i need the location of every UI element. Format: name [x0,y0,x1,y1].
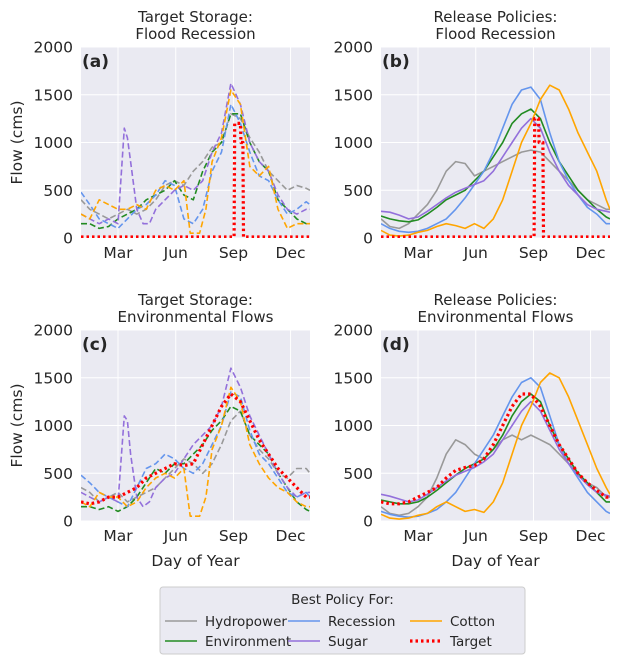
series-group [381,84,610,238]
series-environment-line [381,393,610,505]
series-hydropower-line [81,113,310,220]
series-cotton-line [381,372,610,520]
series-environment-line [381,108,610,223]
x-tick-label: Dec [576,244,606,262]
x-tick-label: Mar [403,527,433,545]
panel-label: (b) [382,52,410,72]
x-tick-label: Jun [463,244,488,262]
panel-title: Release Policies: [434,8,558,26]
series-recession-line [81,391,310,508]
series-recession-line [81,103,310,230]
panel-3: 0 500 1000 1500 2000 Mar Jun Sep Dec Release Poli… [334,291,610,570]
panel-label: (c) [82,335,108,355]
y-tick-label: 1500 [34,86,73,104]
series-group [381,372,610,520]
series-target-line [381,392,610,506]
series-target-line [81,392,310,506]
x-axis-label: Day of Year [451,552,540,570]
series-cotton-line [81,386,310,517]
legend: Best Policy For:Hydropower Environment Rec… [159,586,526,655]
series-cotton-line [81,89,310,234]
y-tick-label: 1000 [334,134,373,152]
series-sugar-line [381,117,610,220]
x-axis-label: Day of Year [151,552,240,570]
x-tick-label: Jun [463,527,488,545]
y-tick-label: 0 [363,513,373,531]
series-target-line [81,121,310,238]
panel-title: Flood Recession [135,25,255,43]
y-tick-label: 500 [343,465,373,483]
x-tick-label: Sep [519,527,548,545]
series-cotton-line [381,84,610,237]
series-group [81,367,310,517]
panel-title: Environmental Flows [118,308,274,326]
legend-label: Hydropower [205,614,287,630]
x-tick-label: Sep [219,244,248,262]
panel-title: Flood Recession [435,25,555,43]
y-tick-label: 1000 [34,417,73,435]
series-target-line [381,117,610,238]
panel-title: Target Storage: [137,8,253,26]
legend-label: Sugar [328,634,368,650]
y-tick-label: 1500 [34,369,73,387]
x-tick-label: Dec [276,527,306,545]
x-tick-label: Mar [103,527,133,545]
y-tick-label: 2000 [334,322,373,340]
x-tick-label: Sep [219,527,248,545]
panel-title: Release Policies: [434,291,558,309]
series-environment-line [81,405,310,513]
series-group [81,82,310,238]
legend-title: Best Policy For: [291,592,394,608]
x-tick-label: Mar [103,244,133,262]
y-tick-label: 0 [63,513,73,531]
y-tick-label: 0 [63,230,73,248]
legend-label: Environment [205,634,291,650]
y-tick-label: 1000 [34,134,73,152]
x-tick-label: Jun [163,244,188,262]
y-axis-label: Flow (cms) [8,100,26,184]
x-tick-label: Sep [519,244,548,262]
panel-title: Environmental Flows [418,308,574,326]
panel-title: Target Storage: [137,291,253,309]
legend-label: Cotton [450,614,495,630]
panel-1: 0 500 1000 1500 2000 Mar Jun Sep Dec Release Poli… [334,8,610,262]
panel-0: 0 500 1000 1500 2000 Mar Jun Sep Dec Target Stora… [8,8,310,262]
panel-label: (d) [382,335,410,355]
y-tick-label: 2000 [34,39,73,57]
panel-label: (a) [82,52,109,72]
x-tick-label: Dec [576,527,606,545]
legend-label: Target [449,634,492,650]
y-tick-label: 500 [43,465,73,483]
y-tick-label: 1000 [334,417,373,435]
series-sugar-line [81,82,310,225]
x-tick-label: Dec [276,244,306,262]
y-tick-label: 0 [363,230,373,248]
y-tick-label: 2000 [34,322,73,340]
legend-box [159,586,526,655]
y-tick-label: 500 [343,182,373,200]
panel-2: 0 500 1000 1500 2000 Mar Jun Sep Dec Target Stora… [8,291,310,570]
series-sugar-line [81,367,310,508]
y-tick-label: 1500 [334,369,373,387]
legend-label: Recession [328,614,395,630]
x-tick-label: Mar [403,244,433,262]
x-tick-label: Jun [163,527,188,545]
y-axis-label: Flow (cms) [8,383,26,467]
y-tick-label: 1500 [334,86,373,104]
y-tick-label: 2000 [334,39,373,57]
y-tick-label: 500 [43,182,73,200]
